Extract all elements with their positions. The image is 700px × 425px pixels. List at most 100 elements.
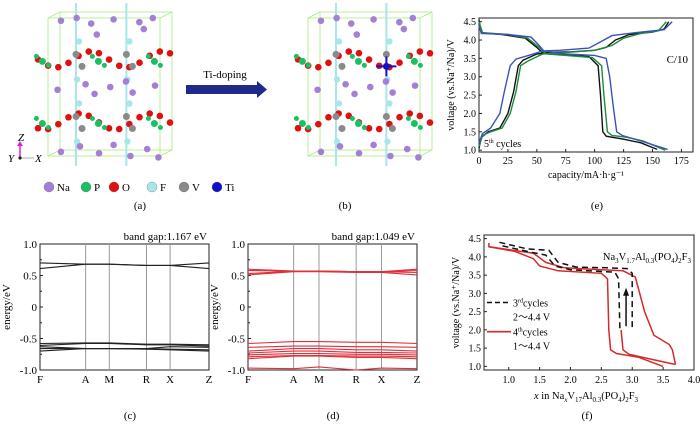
chart-charge-discharge-f: 1.0 1.5 2.0 2.5 3.0 3.5 4.0 4.5 1.0 1.5 2.0 2.5 3.0 3…	[451, 234, 700, 404]
atom-v-icon	[332, 113, 340, 120]
band-line	[247, 366, 418, 371]
z-axis-label: Z	[18, 132, 25, 144]
panel-label-b: (b)	[339, 200, 352, 212]
formula-part: )	[675, 252, 679, 263]
y-tick-label: 0	[32, 302, 38, 314]
plot-frame	[483, 234, 695, 371]
k-point-label: R	[352, 374, 360, 386]
atom-f-icon	[126, 38, 133, 45]
atom-p-icon	[89, 53, 95, 59]
atom-p-icon	[89, 116, 95, 121]
y-tick-label: 1.5	[469, 344, 482, 355]
atom-p-icon	[349, 53, 355, 59]
atom-na-icon	[110, 16, 117, 23]
k-point-label: M	[104, 374, 114, 386]
legend-label-ti: Ti	[225, 182, 234, 194]
atom-p-icon	[361, 125, 367, 130]
y-tick-label: 0.5	[23, 271, 37, 283]
formula-part: F	[682, 252, 688, 263]
atom-o-icon	[34, 124, 42, 132]
y-tick-label: 2.5	[469, 307, 482, 318]
label-part: Al	[582, 391, 593, 402]
series-sample-green-discharge	[478, 21, 666, 151]
arrow-up-icon	[623, 287, 630, 296]
atom-v-icon	[122, 50, 130, 58]
atom-p-icon	[417, 62, 423, 68]
formula-part: Al	[635, 252, 646, 263]
atom-p-icon	[38, 57, 46, 65]
legend-label-v: V	[192, 182, 200, 194]
y-tick-label: 2.0	[464, 109, 477, 120]
superscript: th	[489, 139, 494, 145]
label-rest: cycles	[523, 299, 548, 310]
label-part: 17	[575, 396, 583, 404]
atom-o-icon	[65, 59, 72, 67]
cell-front	[47, 17, 161, 157]
atom-na-icon	[400, 25, 408, 33]
series-4th-upper	[488, 243, 677, 365]
atom-o-icon	[65, 113, 72, 121]
atom-na-icon	[382, 78, 390, 85]
atom-na-icon	[342, 80, 349, 88]
formula-part: 2	[678, 257, 682, 265]
y-tick-label: 3.0	[464, 72, 477, 83]
x-tick-label: 0	[477, 156, 482, 167]
band-line	[247, 353, 418, 356]
rate-annotation: C/10	[667, 54, 689, 66]
unit-cell-box	[307, 11, 433, 157]
atom-p-icon	[157, 125, 163, 130]
atom-p-icon	[349, 116, 355, 121]
superscript: rd	[518, 299, 523, 305]
atom-na-icon	[351, 90, 358, 98]
polyhedra-layer	[293, 100, 434, 145]
label-rest: cycles	[523, 328, 548, 339]
formula-part: (PO	[654, 252, 671, 263]
atom-p-icon	[298, 57, 306, 65]
x-axis-label: X	[34, 153, 43, 165]
k-point-label: M	[314, 374, 324, 386]
band-line	[247, 270, 418, 275]
y-tick-label: 1.5	[464, 127, 477, 138]
series-3rd-upper	[499, 241, 633, 330]
y-tick-label: 2.0	[469, 325, 482, 336]
atom-v-icon	[338, 62, 346, 70]
polyhedra-layer	[33, 100, 174, 145]
band-line	[247, 341, 418, 345]
atom-o-icon	[294, 124, 302, 132]
chart-band-structure-d: F A M R X Z 1.0 0.5 0 -0.5 -1.0 energy/eV band gap:1…	[209, 231, 421, 386]
axis-indicator: Z Y X	[8, 132, 43, 165]
atom-o-icon	[136, 59, 143, 66]
atom-o-icon	[355, 49, 363, 57]
series-4th-mid	[620, 329, 676, 366]
legend-item-ti: Ti	[211, 181, 234, 194]
y-tick-label: 3.5	[464, 54, 477, 65]
band-line	[247, 350, 418, 354]
atom-ti-icon	[211, 181, 223, 193]
atom-f-icon	[73, 138, 81, 145]
band-line	[247, 271, 418, 276]
atom-f-icon	[75, 38, 83, 45]
atom-p-icon	[38, 120, 46, 127]
band-line	[39, 342, 210, 346]
atom-p-icon	[45, 62, 51, 68]
band-line	[39, 348, 210, 352]
band-line	[39, 263, 210, 270]
plot-frame	[39, 243, 210, 371]
formula-part: V	[619, 252, 627, 263]
atom-na-icon	[151, 82, 159, 89]
x-axis-title: capacity/mA·h·g⁻¹	[548, 170, 624, 181]
y-tick-label: 1.0	[469, 362, 482, 373]
x-tick-label: 50	[532, 156, 542, 167]
atom-f-icon	[126, 100, 133, 107]
formula-part: 3	[688, 257, 692, 265]
y-axis-title: voltage (vs.Na⁺/Na)/V	[451, 256, 462, 348]
atom-na-icon	[136, 18, 143, 26]
atom-na-icon	[91, 90, 98, 98]
atom-o-icon	[325, 59, 332, 67]
legend-label: 4thcycles	[513, 328, 548, 339]
atom-v-icon	[332, 50, 340, 58]
formula-part: 4	[671, 257, 675, 265]
x-tick-label: 100	[587, 156, 602, 167]
atom-na-icon	[355, 149, 363, 157]
atom-v-icon	[128, 125, 136, 132]
